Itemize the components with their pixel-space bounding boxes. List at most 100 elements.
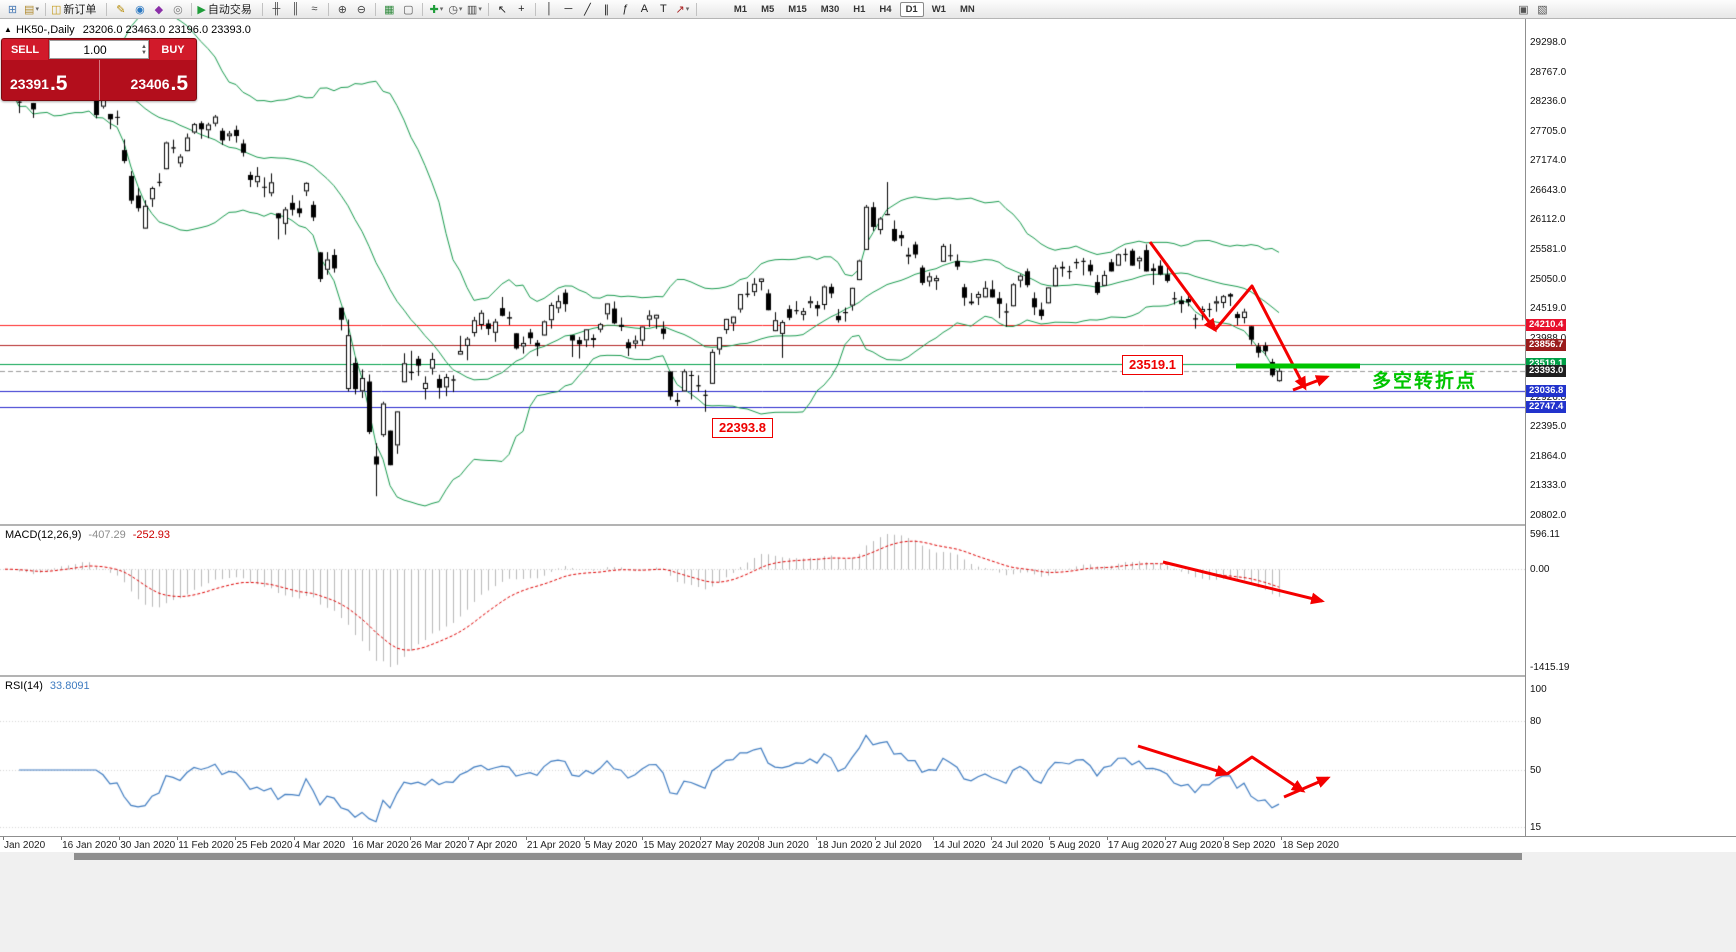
date-tick xyxy=(932,837,934,840)
autotrade-button-label: 自动交易 xyxy=(207,4,252,16)
cursor-icon[interactable]: ↖ xyxy=(497,3,507,16)
price-axis-label: 25581.0 xyxy=(1530,243,1567,255)
price-axis-label: 26643.0 xyxy=(1530,184,1567,196)
timeframe-M1[interactable]: M1 xyxy=(733,3,748,15)
periods-icon-dropdown[interactable]: ▾ xyxy=(458,6,463,13)
label-icon[interactable]: T xyxy=(660,3,667,15)
timeframe-M30[interactable]: M30 xyxy=(820,3,840,15)
timeframe-H4[interactable]: H4 xyxy=(879,3,892,15)
timeframe-M5[interactable]: M5 xyxy=(761,3,775,15)
toolbar-separator xyxy=(191,2,193,16)
timeframe-H1[interactable]: H1 xyxy=(853,3,866,15)
volume-input[interactable] xyxy=(50,41,148,58)
arrange-windows-icon[interactable]: ▢ xyxy=(403,3,414,16)
price-level-tag: 23036.8 xyxy=(1526,384,1567,397)
date-axis-label: 4 Mar 2020 xyxy=(294,840,346,851)
periods-icon[interactable]: ◷ ▾ xyxy=(448,3,463,16)
arrows-icon-dropdown[interactable]: ▾ xyxy=(685,6,690,13)
toolbar-group-windows: ▦ ▢ xyxy=(380,1,418,18)
date-tick xyxy=(235,837,237,840)
timeframe-MN[interactable]: MN xyxy=(959,3,975,15)
rsi-name: RSI(14) xyxy=(5,680,43,692)
date-tick xyxy=(61,837,63,840)
arrows-icon[interactable]: ↗ ▾ xyxy=(675,3,690,16)
date-tick xyxy=(642,837,644,840)
indicators-icon-dropdown[interactable]: ▾ xyxy=(439,6,444,13)
line-chart-icon[interactable]: ≈ xyxy=(311,3,318,15)
toolbar-separator xyxy=(261,2,263,16)
new-order-button[interactable]: ◫ 新订单 xyxy=(50,1,102,17)
bar-chart-icon[interactable]: ╫ xyxy=(272,3,281,15)
price-axis-label: 27174.0 xyxy=(1530,155,1567,167)
toolbar: ⊞ ▤ ▾ ◫ 新订单 ✎ ◉ ◆ ◎ ▶ 自动交易 ╫ ║ ≈ ⊕ ⊖ ▦ ▢ ✚ ▾ ◷ ▾ ▥ ▾ ↖ + │ ─ ╱ ∥ ƒ A T ↗ ▾… xyxy=(0,0,1736,19)
profiles-icon-dropdown[interactable]: ▾ xyxy=(35,6,39,13)
sell-button[interactable]: SELL xyxy=(2,39,48,60)
time-axis[interactable]: Jan 2020 16 Jan 2020 30 Jan 2020 11 Feb 202… xyxy=(0,836,1736,852)
sell-price-main: 23391 xyxy=(10,76,49,92)
timeframe-D1[interactable]: D1 xyxy=(899,1,924,17)
vertical-line-icon[interactable]: │ xyxy=(545,3,553,15)
main-chart-canvas[interactable] xyxy=(0,19,1525,524)
templates-icon-dropdown[interactable]: ▾ xyxy=(478,6,482,13)
volume-up-button[interactable]: ▲ xyxy=(141,43,147,50)
zoom-in-icon[interactable]: ⊕ xyxy=(337,3,347,16)
buy-price-pip: .5 xyxy=(170,72,188,95)
strategy-tester-icon[interactable]: ▧ xyxy=(1537,3,1548,16)
autotrade-button[interactable]: ▶ 自动交易 xyxy=(196,1,257,17)
market-icon[interactable]: ◉ xyxy=(135,3,145,16)
current-price-tag: 23393.0 xyxy=(1526,364,1567,377)
text-icon[interactable]: A xyxy=(640,3,649,15)
panel-separator-macd[interactable] xyxy=(0,524,1525,526)
chart-info-line: HK50-,Daily 23206.0 23463.0 23196.0 23393… xyxy=(16,24,251,36)
alerts-icon[interactable]: ◎ xyxy=(173,3,183,16)
zoom-out-icon[interactable]: ⊖ xyxy=(356,3,366,16)
channel-icon[interactable]: ∥ xyxy=(603,3,610,16)
date-axis-label: 5 May 2020 xyxy=(585,840,638,851)
rsi-axis-label: 100 xyxy=(1530,684,1547,695)
horizontal-line-icon[interactable]: ─ xyxy=(564,3,573,15)
rsi-indicator-label: RSI(14) 33.8091 xyxy=(5,680,90,692)
turning-point-text[interactable]: 多空转折点 xyxy=(1372,371,1478,392)
volume-down-button[interactable]: ▼ xyxy=(141,49,147,56)
date-axis-label: 15 May 2020 xyxy=(643,840,701,851)
one-click-collapse-arrow[interactable]: ▲ xyxy=(4,25,12,34)
horizontal-scrollbar[interactable] xyxy=(0,852,1736,862)
indicators-icon[interactable]: ✚ ▾ xyxy=(429,3,444,16)
date-tick xyxy=(990,837,992,840)
date-tick xyxy=(409,837,411,840)
price-axis-label: 29298.0 xyxy=(1530,37,1567,48)
new-chart-icon[interactable]: ⊞ xyxy=(7,3,18,16)
tile-windows-icon[interactable]: ▦ xyxy=(384,3,395,16)
price-axis-label: 28236.0 xyxy=(1530,96,1567,108)
rsi-panel-canvas[interactable] xyxy=(0,677,1525,836)
panel-separator-rsi[interactable] xyxy=(0,675,1525,677)
toolbar-group-chart-type: ╫ ║ ≈ xyxy=(267,1,324,18)
date-axis-label: 30 Jan 2020 xyxy=(120,840,176,851)
metaeditor-icon[interactable]: ✎ xyxy=(116,3,126,16)
community-icon[interactable]: ◆ xyxy=(154,3,164,16)
timeframe-M15[interactable]: M15 xyxy=(788,3,807,15)
crosshair-icon[interactable]: + xyxy=(518,3,525,15)
rsi-axis-label: 15 xyxy=(1530,821,1542,833)
toolbar-group-autotrading: ▶ 自动交易 xyxy=(196,1,257,18)
fibonacci-icon[interactable]: ƒ xyxy=(622,3,629,15)
profiles-icon[interactable]: ▤ ▾ xyxy=(24,3,39,16)
price-annotation-box-1[interactable]: 23519.1 xyxy=(1122,355,1183,375)
toolbar-group-apps: ✎ ◉ ◆ ◎ xyxy=(111,1,187,18)
buy-price[interactable]: 23406 .5 xyxy=(100,60,197,100)
volume-field[interactable]: ▲ ▼ xyxy=(49,40,149,59)
ohlc-values: 23206.0 23463.0 23196.0 23393.0 xyxy=(82,24,251,36)
price-axis-label: 23988.0 xyxy=(1530,333,1566,344)
trendline-icon[interactable]: ╱ xyxy=(584,3,591,16)
timeframe-W1[interactable]: W1 xyxy=(931,3,946,15)
price-annotation-box-2[interactable]: 22393.8 xyxy=(712,418,773,438)
sell-price[interactable]: 23391 .5 xyxy=(2,60,100,100)
buy-button[interactable]: BUY xyxy=(150,39,196,60)
candlestick-chart-icon[interactable]: ║ xyxy=(291,3,300,15)
macd-panel-canvas[interactable] xyxy=(0,526,1525,675)
data-window-icon[interactable]: ▣ xyxy=(1518,3,1529,16)
price-level-tag: 23856.7 xyxy=(1526,338,1567,351)
templates-icon[interactable]: ▥ ▾ xyxy=(466,3,482,16)
date-axis-label: 16 Jan 2020 xyxy=(62,840,118,851)
scrollbar-thumb[interactable] xyxy=(74,853,1522,860)
